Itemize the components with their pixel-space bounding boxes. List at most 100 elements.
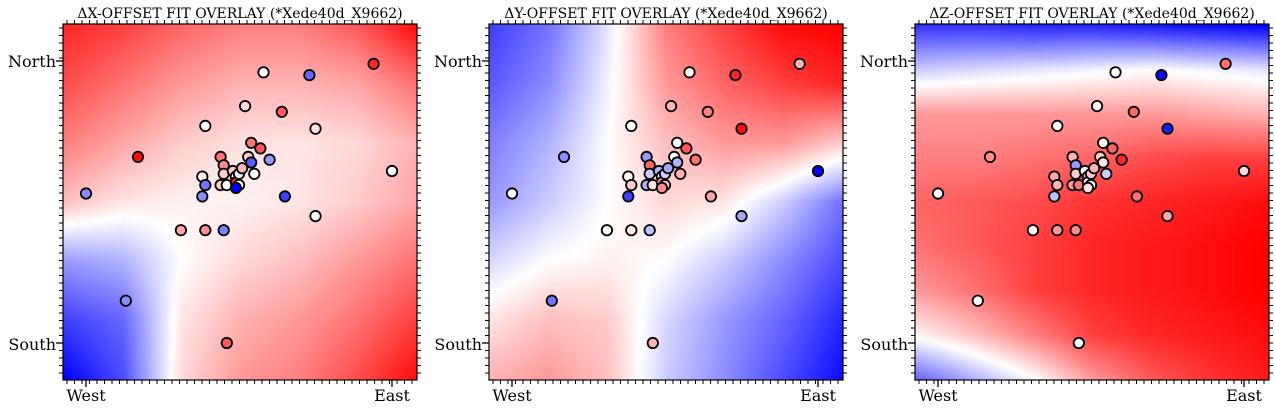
data-point [983,150,997,163]
data-point [79,187,93,200]
xtick-label-west: West [918,386,958,405]
data-point [236,162,249,175]
data-point [1100,167,1113,180]
data-point [278,190,291,203]
data-point [245,136,258,149]
panel-dz: ΔZ-OFFSET FIT OVERLAY (*Xede40d_X9662) N… [852,0,1275,411]
data-point [303,69,316,82]
chart-title: ΔX-OFFSET FIT OVERLAY (*Xede40d_X9662) [77,6,402,22]
data-point [600,224,613,237]
heatmap-background [489,24,843,380]
data-point [1091,100,1104,113]
data-point [1115,153,1128,166]
data-points [79,57,399,350]
data-point [622,190,635,203]
panel-dy: ΔY-OFFSET FIT OVERLAY (*Xede40d_X9662) N… [426,0,851,411]
data-point [704,190,717,203]
plot-frame [488,23,844,381]
data-point [385,164,399,178]
data-points [505,57,825,350]
data-point [1081,181,1094,194]
data-point [1069,224,1082,237]
ytick-label-south: South [434,335,482,354]
data-point [683,66,696,79]
chart-dz: ΔZ-OFFSET FIT OVERLAY (*Xede40d_X9662) N… [860,6,1273,405]
chart-dx: ΔX-OFFSET FIT OVERLAY (*Xede40d_X9662) N… [8,6,421,405]
data-point [625,224,638,237]
data-point [1051,179,1064,192]
data-point [735,210,748,223]
data-point [793,57,806,70]
data-point [674,167,687,180]
data-point [1109,66,1122,79]
data-points [931,57,1251,350]
axis-ticks [56,20,421,387]
data-point [1097,156,1110,169]
data-point [643,224,656,237]
data-point [735,122,748,135]
data-point [196,190,209,203]
data-point [217,224,230,237]
plot-frame [914,23,1270,381]
ytick-label-north: North [434,52,482,71]
axis-ticks [908,20,1273,387]
data-point [689,153,702,166]
data-point [1088,162,1101,175]
data-point [1097,136,1110,149]
data-point [174,224,187,237]
ytick-label-south: South [8,335,56,354]
data-point [811,164,825,178]
data-point [254,142,267,155]
data-point [199,119,212,133]
data-point [239,100,252,113]
data-point [646,336,659,350]
data-point [1161,210,1174,223]
data-point [662,162,675,175]
data-point [655,181,668,194]
data-point [1051,119,1064,133]
data-point [1048,190,1061,203]
ytick-label-north: North [8,52,56,71]
data-point [671,156,684,169]
data-point [257,66,270,79]
data-point [119,294,132,307]
data-point [1051,224,1064,237]
panel-dx: ΔX-OFFSET FIT OVERLAY (*Xede40d_X9662) N… [0,0,425,411]
data-point [931,187,945,200]
data-point [1127,105,1140,118]
data-point [1155,69,1168,82]
chart-title: ΔY-OFFSET FIT OVERLAY (*Xede40d_X9662) [504,6,828,22]
data-point [367,57,380,70]
data-point [505,187,519,200]
data-point [1072,336,1085,350]
data-point [131,150,145,163]
data-point [1161,122,1174,135]
heatmap-background [915,24,1269,380]
data-point [263,153,276,166]
heatmap-background [63,24,417,380]
data-point [1130,190,1143,203]
ytick-label-south: South [860,335,908,354]
data-point [309,210,322,223]
xtick-label-east: East [1226,386,1262,405]
data-point [701,105,714,118]
data-point [229,181,242,194]
data-point [248,167,261,180]
ytick-label-north: North [860,52,908,71]
plot-frame [62,23,418,381]
data-point [199,224,212,237]
data-point [1106,142,1119,155]
data-point [309,122,322,135]
data-point [625,119,638,133]
data-point [199,179,212,192]
data-point [671,136,684,149]
data-point [665,100,678,113]
data-point [625,179,638,192]
xtick-label-east: East [800,386,836,405]
data-point [1026,224,1039,237]
data-point [220,336,233,350]
data-point [1219,57,1232,70]
data-point [680,142,693,155]
xtick-label-west: West [66,386,106,405]
data-point [971,294,984,307]
